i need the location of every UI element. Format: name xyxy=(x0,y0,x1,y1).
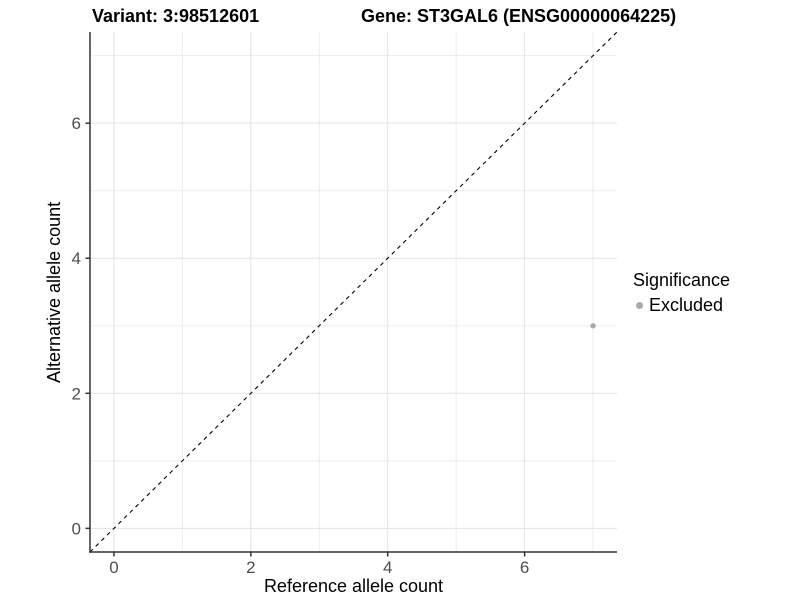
y-tick-label: 6 xyxy=(72,114,81,133)
legend-key-dot xyxy=(636,302,643,309)
data-point xyxy=(590,323,596,329)
legend-title: Significance xyxy=(633,270,731,290)
y-tick-label: 2 xyxy=(72,384,81,403)
plot-title-gene: Gene: ST3GAL6 (ENSG00000064225) xyxy=(361,6,677,26)
y-tick-label: 4 xyxy=(72,249,81,268)
legend: Significance Excluded xyxy=(630,270,730,316)
x-tick-label: 0 xyxy=(109,558,118,577)
legend-item-label: Excluded xyxy=(649,295,724,315)
y-axis-title: Alternative allele count xyxy=(44,201,64,383)
identity-dashed-line xyxy=(89,31,618,553)
plot-title-variant: Variant: 3:98512601 xyxy=(92,6,260,26)
x-tick-label: 4 xyxy=(383,558,392,577)
x-tick-label: 6 xyxy=(520,558,529,577)
legend-item-excluded: Excluded xyxy=(630,295,730,316)
y-tick-label: 0 xyxy=(72,519,81,538)
x-axis-title: Reference allele count xyxy=(263,576,444,596)
x-tick-label: 2 xyxy=(246,558,255,577)
